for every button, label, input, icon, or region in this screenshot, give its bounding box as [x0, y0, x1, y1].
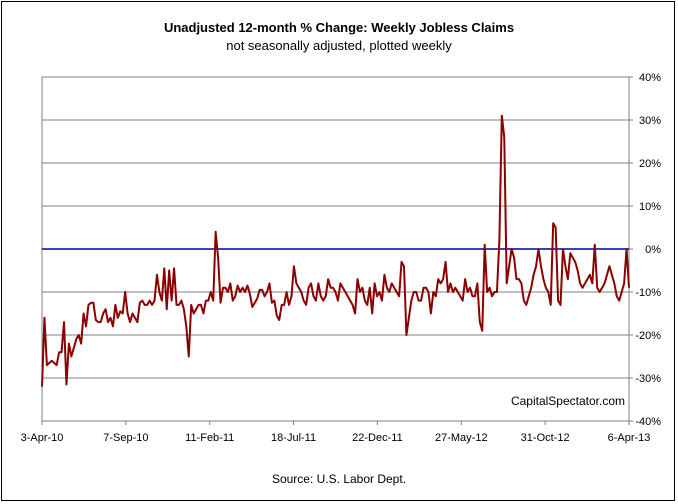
x-tick-label: 7-Sep-10 [103, 432, 148, 444]
y-tick-label: -30% [635, 373, 661, 385]
x-tick-label: 22-Dec-11 [352, 432, 403, 444]
x-tick-label: 27-May-12 [435, 432, 488, 444]
y-tick-label: 10% [639, 201, 661, 213]
x-axis-ticks: 3-Apr-10 7-Sep-10 11-Feb-11 18-Jul-11 22-Dec… [21, 421, 651, 444]
series-line [41, 114, 630, 387]
y-tick-label: 30% [639, 115, 661, 127]
y-tick-label: 40% [639, 72, 661, 84]
y-tick-label: -10% [635, 287, 661, 299]
watermark-text: CapitalSpectator.com [511, 394, 625, 408]
chart-title: Unadjusted 12-month % Change: Weekly Job… [163, 20, 515, 35]
y-tick-label: 0% [645, 244, 661, 256]
x-tick-label: 11-Feb-11 [185, 432, 234, 444]
chart-subtitle: not seasonally adjusted, plotted weekly [226, 38, 452, 53]
x-tick-label: 3-Apr-10 [21, 432, 64, 444]
y-axis-ticks: 40% 30% 20% 10% 0% -10% -20% -30% -40% [629, 72, 661, 428]
y-tick-label: -40% [635, 416, 661, 428]
x-tick-label: 6-Apr-13 [608, 432, 651, 444]
y-tick-label: -20% [635, 330, 661, 342]
y-tick-label: 20% [639, 158, 661, 170]
x-tick-label: 31-Oct-12 [521, 432, 570, 444]
x-tick-label: 18-Jul-11 [271, 432, 316, 444]
series-layer [41, 114, 630, 387]
source-note: Source: U.S. Labor Dept. [271, 472, 407, 486]
